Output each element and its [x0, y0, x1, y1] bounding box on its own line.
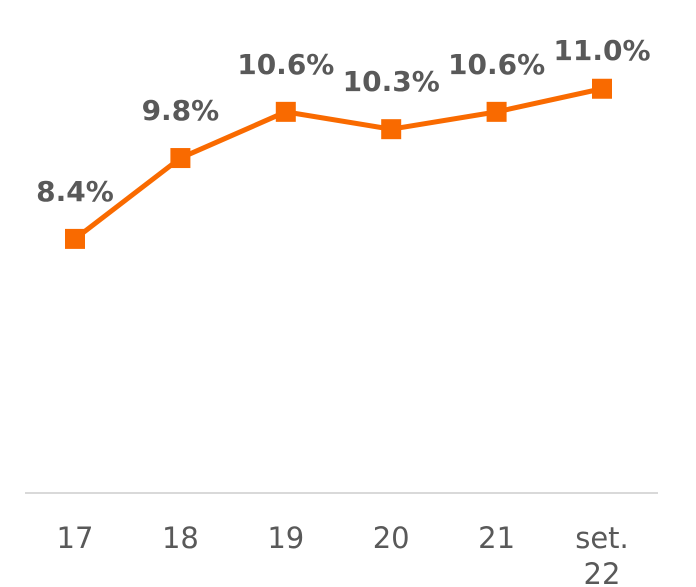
marker — [486, 101, 507, 122]
marker — [65, 228, 85, 249]
x-tick-label: 21 — [478, 521, 516, 555]
data-label: 8.4% — [36, 175, 114, 208]
marker — [381, 119, 402, 140]
data-label: 9.8% — [142, 94, 220, 127]
marker — [170, 148, 191, 169]
x-tick-label: 18 — [161, 521, 199, 555]
marker — [275, 101, 296, 122]
data-label: 11.0% — [553, 34, 650, 67]
data-label: 10.6% — [448, 48, 545, 81]
x-tick-label: 20 — [372, 521, 410, 555]
data-label: 10.6% — [237, 48, 334, 81]
data-label: 10.3% — [343, 65, 440, 98]
marker — [592, 78, 612, 99]
line — [73, 86, 603, 241]
x-tick-label: 19 — [267, 521, 305, 555]
x-tick-label: set. 22 — [575, 521, 629, 587]
x-tick-label: 17 — [56, 521, 94, 555]
